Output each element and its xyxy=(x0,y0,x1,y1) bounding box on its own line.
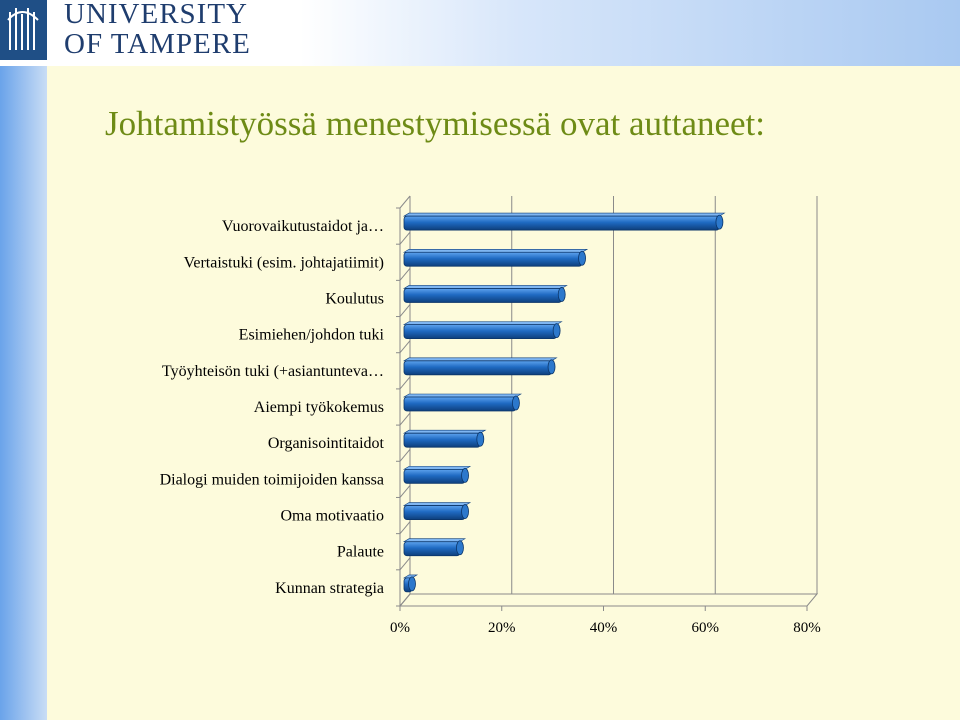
bar xyxy=(402,429,487,448)
logo-text-line2: OF TAMPERE xyxy=(64,28,251,60)
category-label: Esimiehen/johdon tuki xyxy=(239,327,385,344)
wall-depth-line xyxy=(399,448,411,462)
bar xyxy=(402,393,523,412)
wall-depth-line xyxy=(399,231,411,245)
x-tick-label: 20% xyxy=(488,620,516,636)
wall-depth-line xyxy=(399,557,411,571)
wall-depth-line xyxy=(399,593,411,607)
wall-depth-line xyxy=(399,485,411,498)
header-band: UNIVERSITY OF TAMPERE xyxy=(0,0,960,66)
bar xyxy=(402,212,726,231)
wall-depth-line xyxy=(399,195,411,209)
category-label: Palaute xyxy=(337,544,384,561)
bar xyxy=(402,466,472,484)
category-label: Oma motivaatio xyxy=(280,508,384,525)
bar xyxy=(402,502,472,520)
category-label: Vuorovaikutustaidot ja… xyxy=(222,218,384,235)
bar xyxy=(402,538,467,557)
wall-depth-line xyxy=(399,304,411,317)
bar xyxy=(402,574,419,593)
category-label: Dialogi muiden toimijoiden kanssa xyxy=(160,471,384,488)
bar xyxy=(402,321,563,340)
bar xyxy=(402,248,589,267)
logo-text-line1: UNIVERSITY xyxy=(64,0,248,30)
wall-depth-line xyxy=(399,412,411,426)
x-tick-label: 40% xyxy=(590,620,618,636)
slide-title: Johtamistyössä menestymisessä ovat autta… xyxy=(105,104,766,143)
bar xyxy=(402,357,558,376)
university-logo-icon xyxy=(0,0,47,60)
wall-depth-line xyxy=(399,268,411,281)
category-label: Aiempi työkokemus xyxy=(254,399,384,416)
wall-depth-line xyxy=(399,340,411,354)
category-label: Organisointitaidot xyxy=(268,435,385,452)
category-label: Työyhteisön tuki (+asiantunteva… xyxy=(162,363,384,380)
x-tick-label: 60% xyxy=(692,620,720,636)
category-label: Kunnan strategia xyxy=(275,580,384,597)
wall-depth-line xyxy=(399,376,411,390)
category-label: Koulutus xyxy=(325,290,384,307)
bar xyxy=(402,285,568,303)
category-label: Vertaistuki (esim. johtajatiimit) xyxy=(184,254,384,271)
left-decor-band xyxy=(0,66,47,720)
wall-depth-line xyxy=(399,521,411,534)
chart-floor xyxy=(398,593,819,607)
x-tick-label: 80% xyxy=(793,620,821,636)
x-tick-label: 0% xyxy=(390,620,410,636)
